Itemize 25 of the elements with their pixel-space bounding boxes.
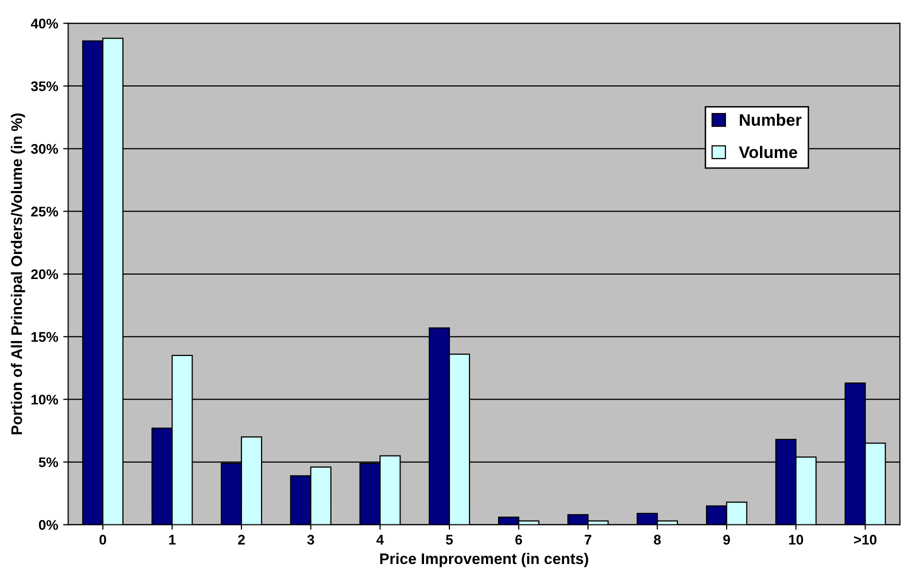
x-tick-label: 7	[584, 534, 592, 544]
y-tick-label: 15%	[32, 332, 58, 342]
y-tick-label: 30%	[30, 144, 58, 154]
x-tick-label: 8	[654, 534, 661, 545]
y-tick-label: 40%	[30, 18, 58, 28]
y-tick-label: 10%	[32, 394, 58, 405]
x-tick-label: 2	[238, 534, 245, 544]
x-tick-label: 6	[515, 534, 522, 545]
y-tick-label: 35%	[30, 81, 58, 92]
x-tick-label: 0	[100, 534, 106, 545]
y-tick-label: 0%	[38, 520, 58, 530]
legend-label: Number	[740, 114, 802, 126]
x-tick-label: >10	[854, 534, 876, 545]
y-tick-label: 20%	[31, 269, 58, 280]
x-axis-title: Price Improvement (in cents)	[380, 552, 588, 568]
y-tick-label: 25%	[31, 206, 58, 217]
legend-label: Volume	[738, 146, 798, 158]
y-tick-label: 5%	[38, 457, 58, 468]
x-tick-label: 10	[789, 534, 804, 545]
y-axis-title: Portion of All Principal Orders/Volume (in %)	[10, 113, 26, 434]
x-tick-label: 4	[376, 534, 384, 544]
x-tick-label: 1	[169, 534, 176, 544]
x-tick-label: 3	[307, 534, 314, 545]
x-tick-label: 9	[723, 534, 730, 545]
x-tick-label: 5	[446, 534, 453, 545]
